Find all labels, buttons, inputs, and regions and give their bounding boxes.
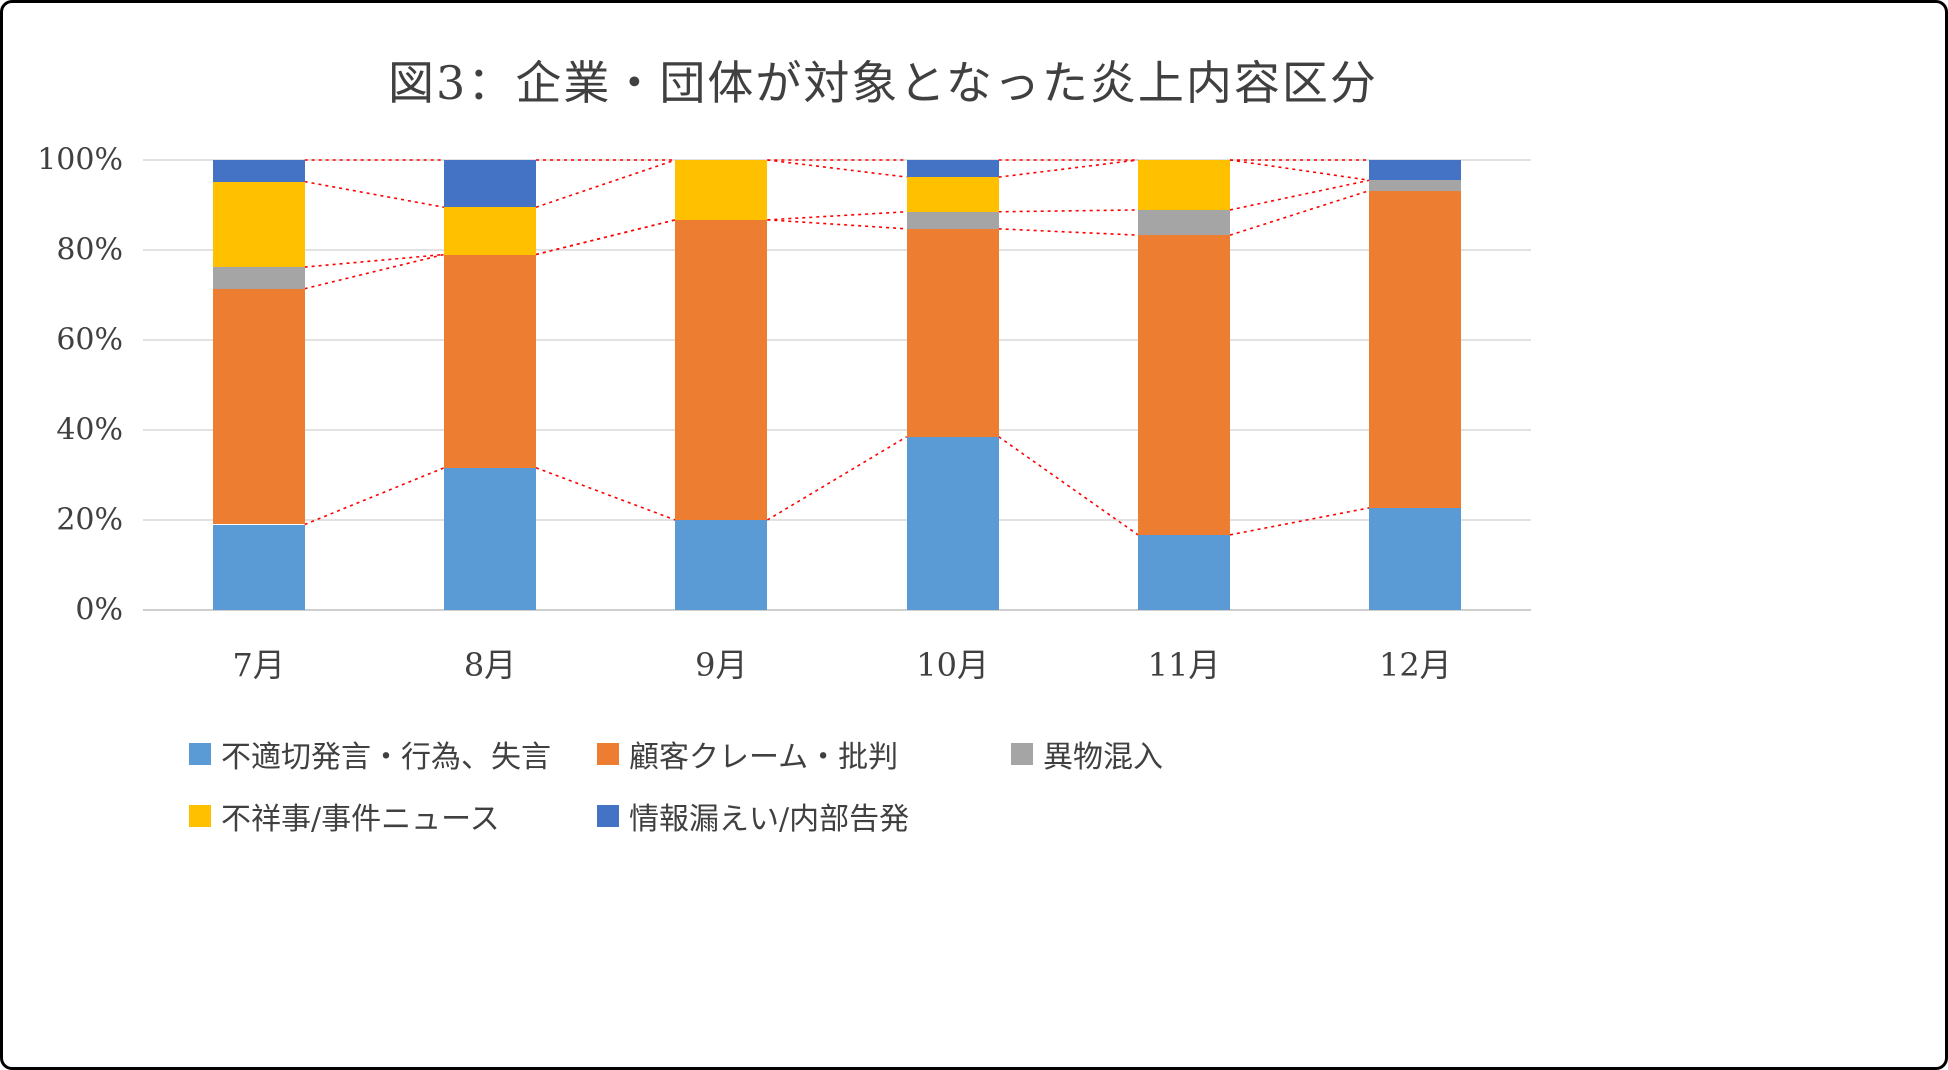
- y-axis-tick: 40%: [56, 412, 123, 448]
- x-axis-label: 8月: [463, 646, 517, 684]
- y-axis-tick: 80%: [56, 232, 123, 268]
- bar-segment: [1138, 160, 1230, 210]
- series-line: [767, 210, 907, 221]
- legend-item: 顧客クレーム・批判: [597, 732, 1011, 776]
- series-line: [766, 436, 908, 521]
- legend-item: 情報漏えい/内部告発: [597, 794, 1011, 838]
- legend-swatch-icon: [189, 743, 211, 765]
- bar-segment: [675, 160, 768, 220]
- x-axis-label: 10月: [916, 646, 990, 684]
- bar-segment: [444, 207, 536, 255]
- bar-segment: [1138, 209, 1230, 236]
- bar-segment: [1369, 160, 1462, 181]
- legend-label: 異物混入: [1043, 740, 1163, 775]
- legend-swatch-icon: [189, 805, 211, 827]
- bar-segment: [212, 160, 305, 182]
- series-line: [998, 228, 1139, 236]
- chart-title: 図3：企業・団体が対象となった炎上内容区分: [388, 56, 1378, 110]
- x-axis-label: 9月: [695, 646, 748, 684]
- bar-segment: [1369, 507, 1462, 610]
- series-line: [304, 467, 445, 526]
- bar-segment: [906, 160, 999, 178]
- bar-segment: [212, 524, 305, 610]
- legend-item: 不適切発言・行為、失言: [189, 732, 597, 776]
- series-line: [535, 467, 676, 521]
- bar-segment: [212, 288, 305, 525]
- legend-swatch-icon: [597, 743, 619, 765]
- bar-segment: [1138, 235, 1230, 535]
- series-line: [1229, 179, 1370, 211]
- series-line: [535, 159, 676, 209]
- bar-segment: [444, 467, 536, 610]
- bar-segment: [444, 160, 536, 208]
- series-line: [304, 180, 445, 209]
- bar-segment: [906, 177, 999, 212]
- legend-label: 不適切発言・行為、失言: [221, 740, 551, 775]
- series-line: [304, 253, 445, 290]
- y-axis-tick: 0%: [75, 592, 123, 628]
- legend-label: 情報漏えい/内部告発: [629, 802, 910, 837]
- legend-item: 不祥事/事件ニュース: [189, 794, 597, 838]
- legend-label: 不祥事/事件ニュース: [221, 802, 500, 837]
- series-line: [998, 159, 1139, 178]
- legend: 不適切発言・行為、失言 顧客クレーム・批判 異物混入不祥事/事件ニュース 情報漏えい/…: [189, 723, 1163, 847]
- bar-segment: [906, 436, 999, 610]
- plot-grid-and-series-lines: [143, 159, 1531, 611]
- bar-segment: [444, 254, 536, 468]
- legend-item: 異物混入: [1011, 732, 1163, 776]
- y-axis-tick: 100%: [37, 142, 123, 178]
- series-line: [767, 159, 907, 178]
- bar-segment: [1138, 534, 1230, 610]
- series-line: [998, 209, 1139, 213]
- legend-swatch-icon: [1011, 743, 1033, 765]
- series-line: [1229, 159, 1370, 182]
- bar-segment: [212, 267, 305, 289]
- series-line: [767, 219, 907, 230]
- legend-swatch-icon: [597, 805, 619, 827]
- series-line: [998, 436, 1139, 536]
- x-axis-label: 11月: [1147, 646, 1221, 684]
- bar-segment: [906, 211, 999, 229]
- series-line: [535, 219, 676, 256]
- y-axis-tick: 60%: [56, 322, 123, 358]
- series-line: [1229, 189, 1370, 236]
- bar-segment: [906, 228, 999, 437]
- bar-segment: [1369, 190, 1462, 508]
- series-line: [1229, 507, 1370, 536]
- bar-segment: [675, 219, 768, 520]
- x-axis-label: 7月: [232, 646, 285, 684]
- series-line: [304, 253, 445, 268]
- bar-segment: [675, 520, 768, 610]
- bar-segment: [212, 181, 305, 268]
- bar-segment: [1369, 180, 1462, 191]
- legend-label: 顧客クレーム・批判: [629, 740, 899, 775]
- y-axis-tick: 20%: [56, 502, 123, 538]
- x-axis-label: 12月: [1378, 646, 1452, 684]
